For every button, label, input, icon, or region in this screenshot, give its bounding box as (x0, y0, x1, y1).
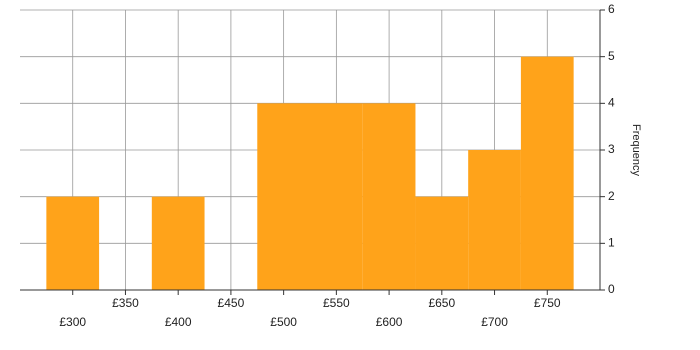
y-tick-label: 0 (608, 282, 615, 296)
bar (415, 196, 469, 290)
y-tick-label: 4 (608, 96, 615, 110)
x-tick-label: £300 (59, 315, 86, 329)
x-tick-label: £550 (323, 296, 350, 310)
x-tick-label: £650 (428, 296, 455, 310)
x-tick-label: £400 (165, 315, 192, 329)
bar (310, 103, 363, 290)
bar (151, 196, 205, 290)
y-tick-label: 6 (608, 2, 615, 16)
bar (362, 103, 416, 290)
x-tick-label: £750 (534, 296, 561, 310)
y-tick-label: 5 (608, 49, 615, 63)
y-tick-label: 3 (608, 142, 615, 156)
bar (46, 196, 100, 290)
bar (468, 150, 521, 290)
x-tick-label: £600 (376, 315, 403, 329)
x-tick-label: £700 (481, 315, 508, 329)
x-tick-label: £450 (218, 296, 245, 310)
y-tick-label: 1 (608, 236, 615, 250)
y-axis-label: Frequency (630, 124, 642, 176)
bar (520, 56, 574, 290)
x-tick-label: £500 (270, 315, 297, 329)
bar (257, 103, 310, 290)
y-tick-label: 2 (608, 189, 615, 203)
x-tick-label: £350 (112, 296, 139, 310)
